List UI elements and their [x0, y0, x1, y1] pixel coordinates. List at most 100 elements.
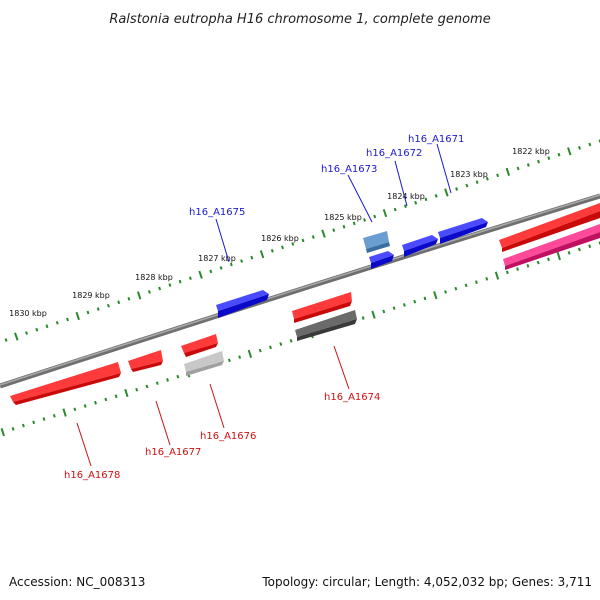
inner-scale-minor-tick	[73, 407, 77, 412]
outer-scale-minor-tick	[45, 324, 49, 329]
gene-h16-A1676-red[interactable]	[181, 334, 218, 357]
leader-h16-A1673	[347, 174, 373, 223]
genome-summary-text: Topology: circular; Length: 4,052,032 bp…	[262, 575, 592, 589]
gene-right-red[interactable]	[499, 203, 600, 252]
gene-h16-A1673-a[interactable]	[363, 231, 390, 253]
outer-scale-minor-tick	[363, 218, 366, 222]
inner-scale-minor-tick	[52, 413, 56, 418]
outer-scale-minor-tick	[526, 163, 530, 167]
gene-label-h16-A1675[interactable]: h16_A1675	[189, 207, 245, 218]
gene-h16-A1672[interactable]	[402, 235, 438, 257]
outer-scale-minor-tick	[281, 245, 284, 250]
inner-scale-minor-tick	[289, 338, 293, 343]
inner-scale-major-tick	[124, 388, 129, 398]
outer-scale-minor-tick	[240, 259, 244, 263]
outer-scale-minor-tick	[66, 317, 69, 322]
outer-scale-major-tick	[259, 250, 265, 259]
inner-scale-minor-tick	[83, 404, 87, 408]
gene-label-h16-A1673[interactable]: h16_A1673	[321, 164, 377, 175]
kbp-label-1828: 1828 kbp	[135, 273, 173, 282]
outer-scale-major-tick	[505, 167, 511, 177]
inner-scale-minor-tick	[155, 381, 159, 386]
inner-scale-minor-tick	[11, 426, 15, 431]
outer-scale-minor-tick	[188, 276, 192, 281]
gene-label-h16-A1676[interactable]: h16_A1676	[200, 431, 256, 442]
outer-scale-minor-tick	[434, 194, 438, 198]
outer-scale-major-tick	[14, 332, 19, 341]
outer-scale-major-tick	[75, 311, 80, 321]
outer-scale-minor-tick	[117, 300, 121, 305]
inner-scale-minor-tick	[166, 378, 169, 382]
kbp-label-1826: 1826 kbp	[261, 234, 299, 243]
inner-scale-major-tick	[62, 408, 67, 417]
inner-scale-minor-tick	[567, 250, 571, 255]
inner-scale-minor-tick	[444, 290, 447, 294]
gene-label-h16-A1678[interactable]: h16_A1678	[64, 470, 120, 481]
outer-scale-minor-tick	[465, 183, 469, 188]
inner-scale-major-tick	[0, 427, 5, 437]
outer-scale-minor-tick	[516, 166, 520, 171]
outer-scale-minor-tick	[373, 214, 377, 219]
outer-scale-major-tick	[382, 208, 388, 218]
gene-h16-A1674-red[interactable]	[292, 292, 352, 323]
accession-text: Accession: NC_008313	[9, 575, 146, 589]
inner-scale-minor-tick	[588, 244, 592, 249]
gene-h16-A1673-b[interactable]	[369, 251, 394, 269]
outer-scale-minor-tick	[403, 204, 407, 209]
gene-h16-A1677[interactable]	[128, 350, 163, 372]
outer-scale-minor-tick	[311, 235, 315, 239]
gene-label-h16-A1674[interactable]: h16_A1674	[324, 392, 380, 403]
outer-scale-minor-tick	[414, 200, 418, 205]
outer-scale-minor-tick	[168, 283, 172, 287]
inner-scale-minor-tick	[94, 400, 97, 405]
outer-scale-minor-tick	[178, 279, 182, 284]
outer-scale-minor-tick	[209, 269, 213, 274]
inner-scale-minor-tick	[402, 303, 406, 307]
outer-scale-minor-tick	[4, 338, 8, 342]
outer-scale-minor-tick	[86, 310, 90, 315]
outer-scale-minor-tick	[496, 173, 500, 178]
inner-scale-minor-tick	[475, 280, 478, 284]
inner-scale-minor-tick	[464, 283, 468, 288]
inner-scale-major-tick	[247, 349, 253, 358]
inner-scale-minor-tick	[114, 394, 118, 399]
gene-label-h16-A1672[interactable]: h16_A1672	[366, 148, 422, 159]
gene-right-pink[interactable]	[503, 224, 600, 270]
outer-scale-minor-tick	[342, 224, 346, 229]
inner-scale-major-tick	[494, 271, 500, 280]
inner-scale-major-tick	[433, 291, 438, 300]
outer-scale-minor-tick	[270, 248, 274, 253]
outer-scale-minor-tick	[106, 303, 110, 308]
inner-scale-minor-tick	[269, 345, 272, 350]
kbp-label-1825: 1825 kbp	[324, 213, 362, 222]
outer-scale-major-tick	[444, 188, 449, 197]
outer-scale-minor-tick	[557, 152, 561, 157]
inner-scale-minor-tick	[423, 296, 427, 301]
leader-h16-A1671	[436, 143, 452, 194]
inner-scale-minor-tick	[516, 267, 520, 271]
outer-scale-minor-tick	[55, 320, 59, 325]
kbp-label-1824: 1824 kbp	[387, 192, 425, 201]
inner-scale-minor-tick	[227, 358, 231, 363]
gene-label-h16-A1677[interactable]: h16_A1677	[145, 447, 201, 458]
gene-label-h16-A1671[interactable]: h16_A1671	[408, 134, 464, 145]
inner-scale-minor-tick	[21, 423, 25, 428]
outer-scale-minor-tick	[301, 238, 305, 243]
outer-scale-minor-tick	[547, 156, 551, 161]
kbp-label-1827: 1827 kbp	[198, 254, 236, 263]
outer-scale-minor-tick	[475, 180, 479, 185]
kbp-label-1830: 1830 kbp	[9, 309, 47, 318]
gene-h16-A1675[interactable]	[216, 290, 269, 318]
outer-scale-minor-tick	[588, 142, 592, 147]
inner-scale-minor-tick	[258, 348, 262, 353]
gene-h16-A1678[interactable]	[10, 362, 121, 405]
inner-scale-minor-tick	[238, 355, 242, 359]
gene-h16-A1674-gray[interactable]	[295, 310, 357, 341]
leader-h16-A1674	[333, 345, 350, 390]
outer-scale-minor-tick	[158, 286, 162, 291]
gene-h16-A1671[interactable]	[438, 218, 488, 244]
leader-h16-A1672	[394, 160, 408, 207]
outer-scale-major-tick	[198, 270, 203, 279]
gene-h16-A1676-gray[interactable]	[184, 351, 224, 376]
